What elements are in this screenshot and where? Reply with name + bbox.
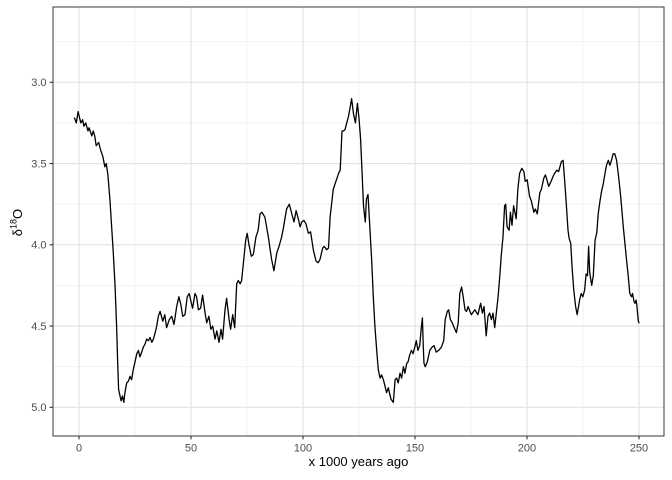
y-tick-label: 3.5 [31, 158, 46, 170]
panel-border [52, 6, 665, 437]
y-axis-title-superscript: 18 [8, 218, 19, 229]
y-axis-title-delta: δ [9, 228, 25, 237]
data-series-line [73, 97, 640, 404]
y-tick-label: 4.5 [31, 321, 46, 333]
y-axis-title-o: O [9, 208, 25, 219]
x-tick-label: 0 [76, 443, 82, 455]
x-tick-label: 50 [185, 443, 197, 455]
x-tick-label: 150 [406, 443, 424, 455]
y-tick-label: 5.0 [31, 402, 46, 414]
y-tick-label: 3.0 [31, 77, 46, 89]
y-tick-label: 4.0 [31, 240, 46, 252]
x-tick-label: 200 [518, 443, 536, 455]
y-axis-title: δ18O [9, 178, 26, 268]
x-tick-label: 250 [630, 443, 648, 455]
x-tick-label: 100 [294, 443, 312, 455]
x-axis-title: x 1000 years ago [308, 454, 409, 469]
